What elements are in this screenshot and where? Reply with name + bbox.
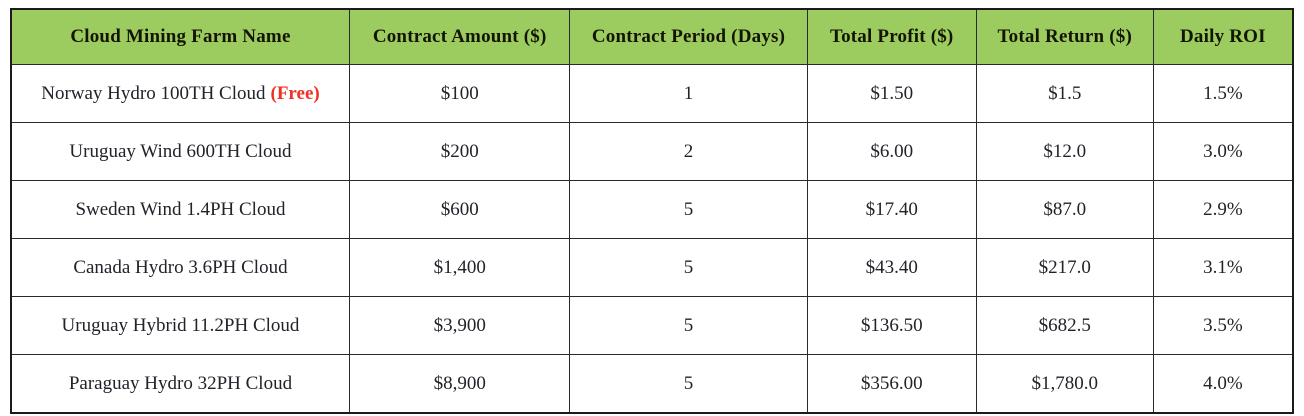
cloud-mining-pricing-table: Cloud Mining Farm Name Contract Amount (…: [10, 8, 1294, 414]
contract-amount-cell: $1,400: [348, 238, 571, 297]
daily-roi-cell: 1.5%: [1152, 64, 1294, 123]
total-profit-cell: $6.00: [806, 122, 977, 181]
table-row: Sweden Wind 1.4PH Cloud $600 5 $17.40 $8…: [10, 180, 1294, 239]
contract-amount-cell: $3,900: [348, 296, 571, 355]
column-header-contract-period: Contract Period (Days): [569, 8, 808, 65]
table-header-row: Cloud Mining Farm Name Contract Amount (…: [10, 8, 1294, 65]
total-return-cell: $217.0: [975, 238, 1154, 297]
table-row: Canada Hydro 3.6PH Cloud $1,400 5 $43.40…: [10, 238, 1294, 297]
total-profit-cell: $17.40: [806, 180, 977, 239]
total-profit-cell: $356.00: [806, 354, 977, 414]
farm-name-cell: Uruguay Wind 600TH Cloud: [10, 122, 350, 181]
column-header-total-return: Total Return ($): [975, 8, 1154, 65]
daily-roi-cell: 3.5%: [1152, 296, 1294, 355]
total-profit-cell: $1.50: [806, 64, 977, 123]
table-row: Uruguay Wind 600TH Cloud $200 2 $6.00 $1…: [10, 122, 1294, 181]
total-return-cell: $682.5: [975, 296, 1154, 355]
contract-period-cell: 5: [569, 354, 808, 414]
contract-amount-cell: $100: [348, 64, 571, 123]
table-row: Norway Hydro 100TH Cloud (Free) $100 1 $1…: [10, 64, 1294, 123]
column-header-daily-roi: Daily ROI: [1152, 8, 1294, 65]
table-row: Paraguay Hydro 32PH Cloud $8,900 5 $356.…: [10, 354, 1294, 414]
column-header-total-profit: Total Profit ($): [806, 8, 977, 65]
table-body: Norway Hydro 100TH Cloud (Free) $100 1 $1…: [10, 64, 1294, 414]
table-row: Uruguay Hybrid 11.2PH Cloud $3,900 5 $13…: [10, 296, 1294, 355]
contract-amount-cell: $200: [348, 122, 571, 181]
daily-roi-cell: 3.1%: [1152, 238, 1294, 297]
total-return-cell: $87.0: [975, 180, 1154, 239]
farm-name-cell: Paraguay Hydro 32PH Cloud: [10, 354, 350, 414]
contract-amount-cell: $8,900: [348, 354, 571, 414]
total-profit-cell: $136.50: [806, 296, 977, 355]
column-header-farm-name: Cloud Mining Farm Name: [10, 8, 350, 65]
contract-period-cell: 1: [569, 64, 808, 123]
farm-name-cell: Sweden Wind 1.4PH Cloud: [10, 180, 350, 239]
total-return-cell: $12.0: [975, 122, 1154, 181]
contract-period-cell: 5: [569, 296, 808, 355]
total-return-cell: $1.5: [975, 64, 1154, 123]
free-badge: (Free): [270, 82, 320, 104]
contract-period-cell: 5: [569, 180, 808, 239]
contract-amount-cell: $600: [348, 180, 571, 239]
farm-name-cell: Uruguay Hybrid 11.2PH Cloud: [10, 296, 350, 355]
farm-name-cell: Norway Hydro 100TH Cloud (Free): [10, 64, 350, 123]
total-return-cell: $1,780.0: [975, 354, 1154, 414]
daily-roi-cell: 3.0%: [1152, 122, 1294, 181]
contract-period-cell: 5: [569, 238, 808, 297]
total-profit-cell: $43.40: [806, 238, 977, 297]
daily-roi-cell: 4.0%: [1152, 354, 1294, 414]
farm-name-cell: Canada Hydro 3.6PH Cloud: [10, 238, 350, 297]
daily-roi-cell: 2.9%: [1152, 180, 1294, 239]
contract-period-cell: 2: [569, 122, 808, 181]
farm-name-text: Norway Hydro 100TH Cloud: [41, 82, 266, 104]
column-header-contract-amount: Contract Amount ($): [348, 8, 571, 65]
